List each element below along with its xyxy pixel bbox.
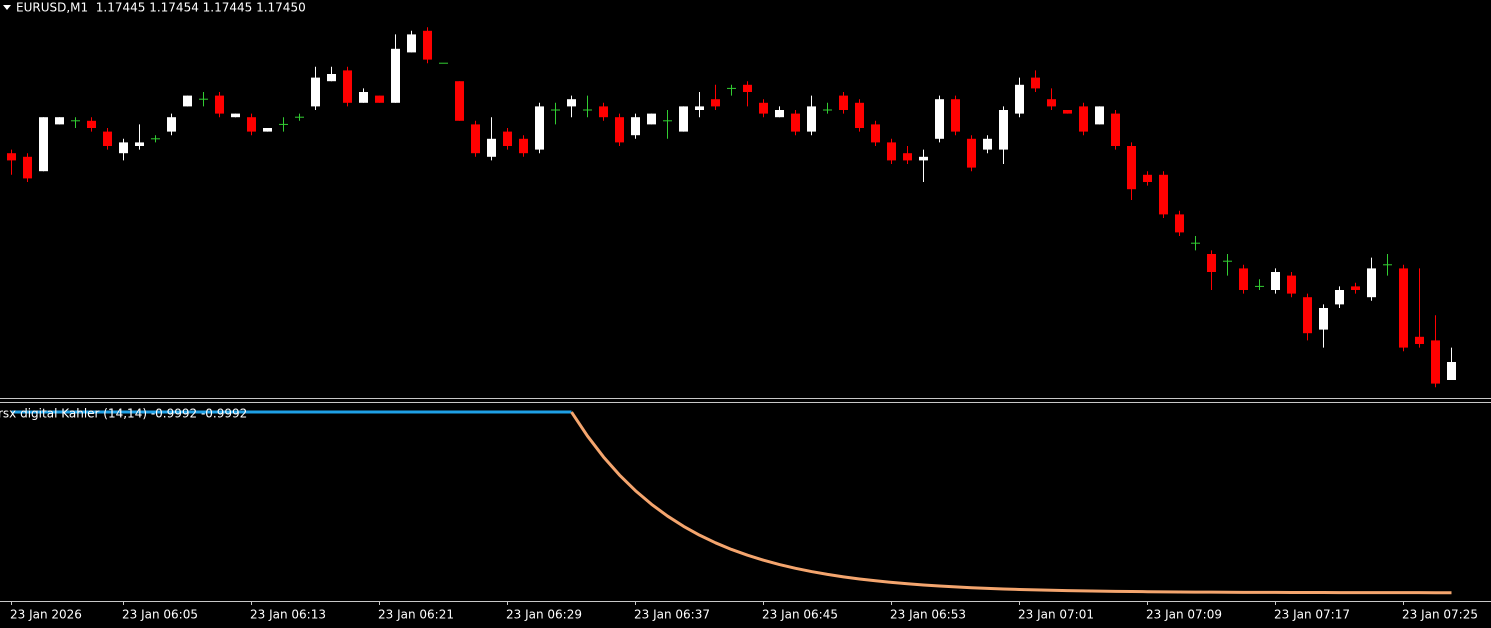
candle-body xyxy=(55,117,64,125)
candle-body xyxy=(1271,272,1280,290)
symbol-header: EURUSD,M1 1.17445 1.17454 1.17445 1.1745… xyxy=(16,1,306,15)
candle-body xyxy=(631,117,640,136)
candle-body xyxy=(1287,275,1296,294)
candle-body xyxy=(183,95,192,107)
candle-body xyxy=(39,117,48,172)
candle-body xyxy=(1095,106,1104,125)
candle-body xyxy=(231,113,240,118)
candle-body xyxy=(1031,77,1040,89)
candle-body xyxy=(791,113,800,132)
time-label: 23 Jan 06:29 xyxy=(506,608,582,622)
candle-body xyxy=(679,106,688,132)
time-label: 23 Jan 07:17 xyxy=(1274,608,1350,622)
candle-body xyxy=(119,142,128,154)
time-label: 23 Jan 06:37 xyxy=(634,608,710,622)
candle-body xyxy=(903,153,912,161)
indicator-line xyxy=(570,411,1452,595)
candle-body xyxy=(1431,340,1440,384)
candle-body xyxy=(359,92,368,103)
candle-body xyxy=(455,81,464,121)
candle-body xyxy=(1239,268,1248,290)
candle-body xyxy=(135,142,144,146)
candle-body xyxy=(1143,174,1152,182)
candle-body xyxy=(1335,290,1344,305)
candle-body xyxy=(1207,254,1216,272)
candle-body xyxy=(1015,84,1024,114)
candle-body xyxy=(215,95,224,114)
candle-body xyxy=(871,124,880,143)
time-label: 23 Jan 07:25 xyxy=(1402,608,1478,622)
candle-body xyxy=(839,95,848,110)
candle-body xyxy=(247,117,256,132)
candle-body xyxy=(7,153,16,161)
candle-body xyxy=(919,156,928,161)
candle-body xyxy=(1063,110,1072,114)
candle-body xyxy=(647,113,656,125)
candle-body xyxy=(1175,214,1184,233)
candle-body xyxy=(391,48,400,103)
candle-body xyxy=(887,142,896,161)
candle-body xyxy=(967,138,976,168)
candle-body xyxy=(535,106,544,150)
time-label: 23 Jan 2026 xyxy=(10,608,82,622)
candle-body xyxy=(807,106,816,132)
candle-body xyxy=(1351,286,1360,290)
candle-body xyxy=(311,77,320,107)
time-label: 23 Jan 06:13 xyxy=(250,608,326,622)
candle-body xyxy=(471,124,480,154)
candle-body xyxy=(1367,268,1376,298)
candle-body xyxy=(519,138,528,154)
candle-body xyxy=(1319,308,1328,330)
time-label: 23 Jan 07:01 xyxy=(1018,608,1094,622)
candle-body xyxy=(423,30,432,60)
candle-body xyxy=(1079,106,1088,132)
indicator-header: rsx digital Kahler (14,14) -0.9992 -0.99… xyxy=(0,407,247,421)
candle-body xyxy=(1127,146,1136,190)
time-label: 23 Jan 06:21 xyxy=(378,608,454,622)
candle-body xyxy=(87,120,96,128)
candle-body xyxy=(999,110,1008,150)
candle-body xyxy=(951,99,960,132)
candle-body xyxy=(1415,336,1424,344)
candle-body xyxy=(1447,362,1456,380)
candle-body xyxy=(263,128,272,132)
candle-body xyxy=(599,106,608,118)
time-label: 23 Jan 07:09 xyxy=(1146,608,1222,622)
candle-body xyxy=(503,131,512,146)
candle-body xyxy=(855,102,864,128)
time-label: 23 Jan 06:53 xyxy=(890,608,966,622)
candle-body xyxy=(343,70,352,103)
candle-body xyxy=(935,99,944,139)
candle-body xyxy=(759,102,768,114)
candle-body xyxy=(23,156,32,179)
time-label: 23 Jan 06:45 xyxy=(762,608,838,622)
candle-body xyxy=(1399,268,1408,348)
candle-body xyxy=(103,131,112,146)
candle-body xyxy=(775,110,784,118)
candle-body xyxy=(1111,113,1120,146)
time-label: 23 Jan 06:05 xyxy=(122,608,198,622)
candle-body xyxy=(167,117,176,132)
candle-body xyxy=(1159,174,1168,215)
candle-body xyxy=(567,99,576,107)
candle-body xyxy=(711,99,720,107)
candle-body xyxy=(487,138,496,157)
candle-body xyxy=(327,74,336,82)
candle-body xyxy=(375,95,384,103)
candle-body xyxy=(615,117,624,143)
candle-body xyxy=(1303,297,1312,334)
candle-body xyxy=(983,138,992,150)
candle-body xyxy=(743,84,752,92)
symbol-menu-arrow[interactable] xyxy=(3,5,11,10)
candle-body xyxy=(407,34,416,53)
candle-body xyxy=(1047,99,1056,107)
candle-body xyxy=(695,106,704,110)
